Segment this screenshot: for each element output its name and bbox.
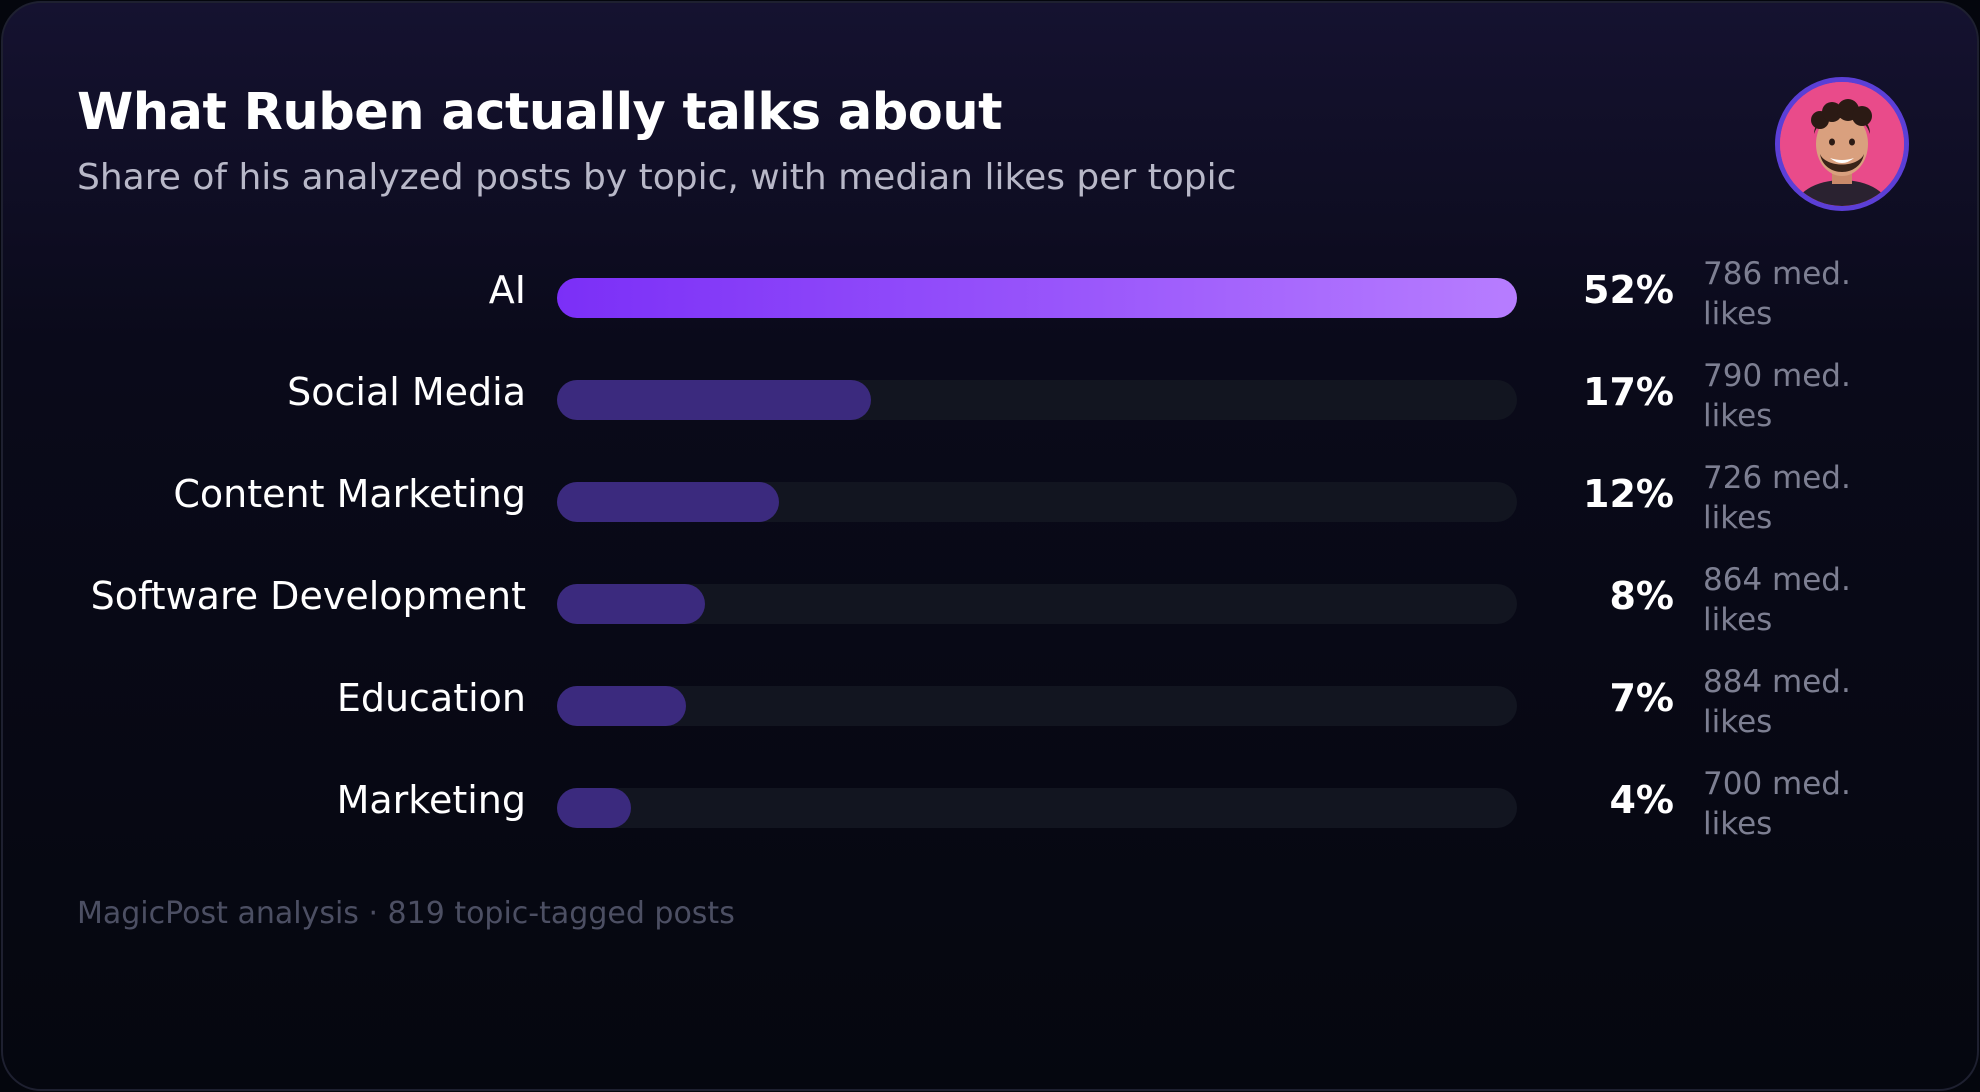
bar-row: Content Marketing 12% 726 med. likes (3, 452, 1977, 552)
chart-title: What Ruben actually talks about (77, 83, 1003, 142)
percent-label: 17% (1583, 370, 1674, 414)
person-avatar-icon (1775, 77, 1909, 211)
percent-label: 52% (1583, 268, 1674, 312)
percent-label: 4% (1609, 778, 1674, 822)
category-label: Software Development (90, 574, 526, 618)
chart-subtitle: Share of his analyzed posts by topic, wi… (77, 157, 1237, 198)
percent-label: 12% (1583, 472, 1674, 516)
median-likes-label: 786 med. likes (1703, 256, 1851, 332)
median-likes-label: 726 med. likes (1703, 460, 1851, 536)
bar-fill (557, 278, 1517, 318)
category-label: Social Media (287, 370, 526, 414)
bar-fill (557, 686, 686, 726)
bar-fill (557, 380, 871, 420)
footer-source-note: MagicPost analysis · 819 topic-tagged po… (77, 896, 735, 931)
bar-fill (557, 584, 705, 624)
median-likes-label: 700 med. likes (1703, 766, 1851, 842)
bar-track (557, 788, 1517, 828)
bar-track (557, 584, 1517, 624)
percent-label: 7% (1609, 676, 1674, 720)
median-likes-label: 884 med. likes (1703, 664, 1851, 740)
bar-row: Social Media 17% 790 med. likes (3, 350, 1977, 450)
category-label: AI (488, 268, 526, 312)
category-label: Content Marketing (173, 472, 526, 516)
bar-track (557, 686, 1517, 726)
bar-track (557, 278, 1517, 318)
bar-fill (557, 482, 779, 522)
median-likes-label: 790 med. likes (1703, 358, 1851, 434)
bar-track (557, 380, 1517, 420)
category-label: Marketing (336, 778, 526, 822)
bar-fill (557, 788, 631, 828)
avatar-portrait (1780, 82, 1904, 206)
percent-label: 8% (1609, 574, 1674, 618)
bar-row: AI 52% 786 med. likes (3, 248, 1977, 348)
bar-row: Education 7% 884 med. likes (3, 656, 1977, 756)
bar-row: Marketing 4% 700 med. likes (3, 758, 1977, 858)
bar-track (557, 482, 1517, 522)
bar-chart: AI 52% 786 med. likes Social Media 17% 790 me… (3, 3, 1977, 1089)
bar-row: Software Development 8% 864 med. likes (3, 554, 1977, 654)
category-label: Education (336, 676, 526, 720)
median-likes-label: 864 med. likes (1703, 562, 1851, 638)
